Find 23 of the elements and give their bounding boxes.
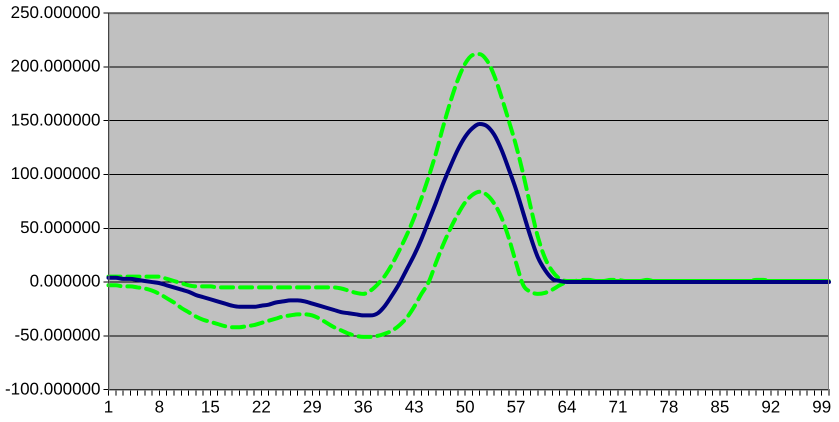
y-tick-label: 200.000000	[10, 56, 100, 76]
x-tick-label: 99	[812, 397, 832, 416]
y-tick-label: 250.000000	[10, 2, 100, 22]
y-tick-label: -100.000000	[4, 379, 100, 398]
x-tick-label: 92	[761, 397, 780, 416]
x-tick-label: 78	[659, 397, 678, 416]
x-tick-label: 15	[200, 397, 220, 416]
y-tick-label: -50.000000	[14, 326, 100, 345]
x-tick-label: 64	[558, 397, 576, 416]
x-tick-label: 85	[710, 397, 730, 416]
y-tick-label: 150.000000	[10, 110, 100, 130]
y-tick-label: 100.000000	[10, 164, 100, 184]
x-tick-label: 1	[104, 397, 114, 416]
x-tick-label: 50	[456, 397, 475, 416]
x-tick-label: 22	[252, 397, 271, 416]
x-tick-label: 43	[404, 397, 424, 416]
y-tick-label: 50.000000	[20, 218, 100, 237]
x-tick-label: 8	[154, 397, 164, 416]
x-tick-label: 57	[506, 397, 526, 416]
x-tick-label: 71	[608, 397, 628, 416]
y-tick-label: 0.000000	[30, 272, 100, 291]
x-tick-label: 29	[302, 397, 322, 416]
x-tick-label: 36	[354, 397, 373, 416]
